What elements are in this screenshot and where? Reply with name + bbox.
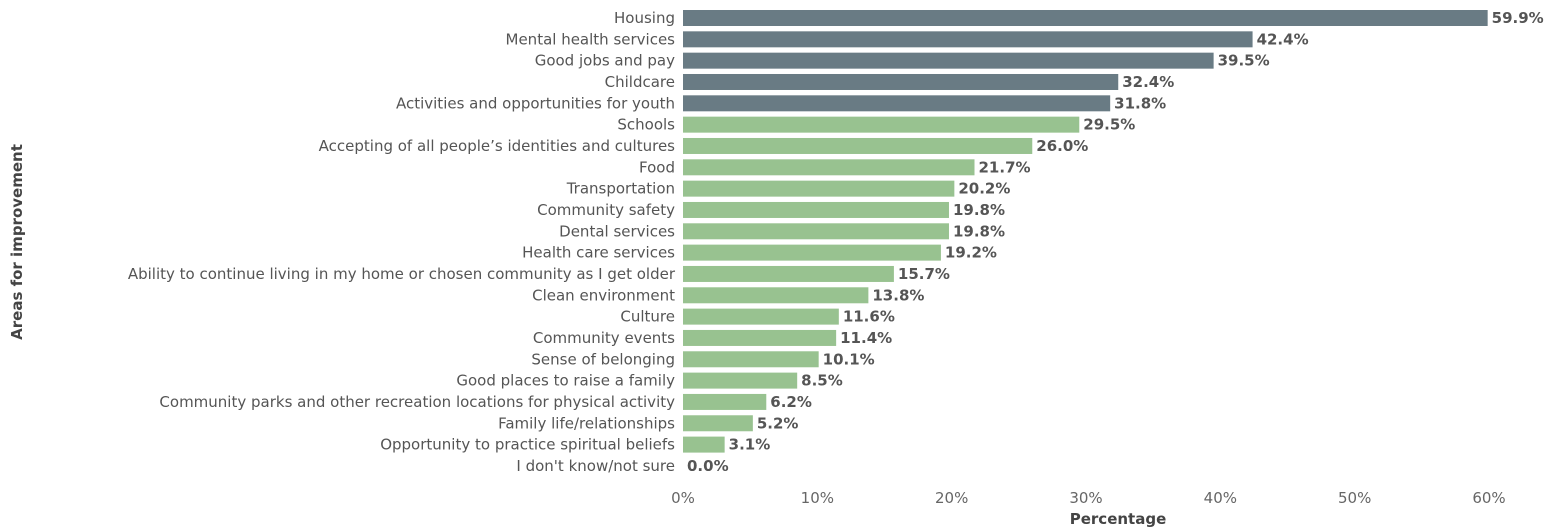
bar xyxy=(683,329,837,346)
category-label: Good jobs and pay xyxy=(535,52,675,70)
bar xyxy=(683,351,819,368)
value-label: 3.1% xyxy=(729,436,771,454)
bar xyxy=(683,287,869,304)
category-label: Mental health services xyxy=(506,30,676,48)
category-label: Activities and opportunities for youth xyxy=(396,94,675,112)
bar xyxy=(683,223,949,240)
bar xyxy=(683,159,975,176)
bar xyxy=(683,244,941,261)
category-label: Community events xyxy=(533,329,675,347)
category-label: Community safety xyxy=(537,201,675,219)
bar xyxy=(683,137,1033,154)
category-label: Sense of belonging xyxy=(531,350,675,368)
value-label: 21.7% xyxy=(979,158,1031,176)
x-tick-labels-group: 0% 10% 20% 30% 40% 50% 60% xyxy=(671,489,1506,507)
value-label: 26.0% xyxy=(1036,137,1088,155)
category-labels-group: Housing Mental health services Good jobs a… xyxy=(128,9,676,475)
category-label: Food xyxy=(639,158,675,176)
bar xyxy=(683,180,955,197)
category-label: Dental services xyxy=(559,222,675,240)
category-label: Family life/relationships xyxy=(498,414,675,432)
value-label: 11.4% xyxy=(840,329,892,347)
x-axis-title: Percentage xyxy=(1070,510,1167,528)
category-label: I don't know/not sure xyxy=(516,457,675,475)
bar xyxy=(683,10,1488,26)
value-label: 10.1% xyxy=(823,350,875,368)
bar xyxy=(683,308,839,325)
value-label: 5.2% xyxy=(757,414,799,432)
bar xyxy=(683,95,1111,112)
bar xyxy=(683,415,753,432)
x-tick-label: 60% xyxy=(1472,489,1505,507)
x-tick-label: 20% xyxy=(935,489,968,507)
value-labels-group: 59.9% 42.4% 39.5% 32.4% 31.8% 29.5% 26.0% 21.7%… xyxy=(687,9,1544,475)
value-label: 39.5% xyxy=(1218,52,1270,70)
value-label: 31.8% xyxy=(1114,94,1166,112)
value-label: 15.7% xyxy=(898,265,950,283)
value-label: 6.2% xyxy=(770,393,812,411)
y-axis-title: Areas for improvement xyxy=(8,144,26,340)
value-label: 20.2% xyxy=(958,180,1010,198)
bar xyxy=(683,73,1119,90)
value-label: 11.6% xyxy=(843,308,895,326)
category-label: Good places to raise a family xyxy=(456,372,675,390)
category-label: Accepting of all people’s identities and… xyxy=(319,137,676,155)
category-label: Childcare xyxy=(605,73,675,91)
bar xyxy=(683,436,725,453)
bar xyxy=(683,372,798,389)
value-label: 32.4% xyxy=(1122,73,1174,91)
value-label: 19.2% xyxy=(945,244,997,262)
x-tick-label: 30% xyxy=(1069,489,1102,507)
category-label: Transportation xyxy=(566,180,675,198)
value-label: 0.0% xyxy=(687,457,729,475)
bar xyxy=(683,52,1214,69)
bar xyxy=(683,265,894,282)
x-tick-label: 0% xyxy=(671,489,695,507)
bar xyxy=(683,393,767,410)
category-label: Schools xyxy=(617,116,675,134)
bar xyxy=(683,31,1253,48)
value-label: 13.8% xyxy=(872,286,924,304)
category-label: Health care services xyxy=(522,244,675,262)
category-label: Culture xyxy=(620,308,675,326)
x-tick-label: 10% xyxy=(801,489,834,507)
value-label: 29.5% xyxy=(1083,116,1135,134)
category-label: Clean environment xyxy=(532,286,675,304)
category-label: Housing xyxy=(614,9,675,27)
value-label: 19.8% xyxy=(953,222,1005,240)
value-label: 59.9% xyxy=(1492,9,1544,27)
bar xyxy=(683,201,949,218)
value-label: 42.4% xyxy=(1257,30,1309,48)
category-label: Opportunity to practice spiritual belief… xyxy=(380,436,675,454)
x-tick-label: 40% xyxy=(1204,489,1237,507)
bars-group xyxy=(683,10,1488,453)
category-label: Ability to continue living in my home or… xyxy=(128,265,676,283)
category-label: Community parks and other recreation loc… xyxy=(159,393,675,411)
value-label: 8.5% xyxy=(801,372,843,390)
value-label: 19.8% xyxy=(953,201,1005,219)
bar xyxy=(683,116,1080,133)
x-tick-label: 50% xyxy=(1338,489,1371,507)
